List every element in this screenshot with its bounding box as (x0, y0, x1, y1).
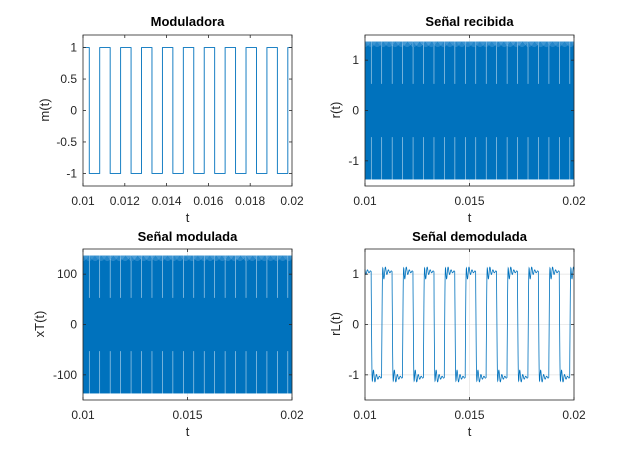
x-axis-label: t (468, 424, 472, 439)
x-tick-label: 0.01 (353, 194, 377, 208)
chart-title: Moduladora (151, 14, 225, 29)
series-rL (364, 266, 575, 383)
y-axis-label: xT(t) (32, 311, 47, 338)
y-tick-label: 100 (57, 267, 77, 281)
panel-senal-modulada: 0.01 0.015 0.02 -100 0 100 Señal modulada t x… (32, 229, 304, 439)
x-tick-label: 0.01 (71, 194, 95, 208)
y-tick-label: 0 (352, 318, 359, 332)
x-tick-label: 0.015 (454, 408, 484, 422)
series-band (365, 41, 574, 180)
series-envelope-texture (365, 41, 575, 48)
y-axis-label: rL(t) (328, 312, 343, 336)
panel-moduladora: 0.01 0.012 0.014 0.016 0.018 0.02-1-0.500.51 … (37, 14, 304, 225)
x-tick-label: 0.02 (562, 408, 586, 422)
y-axis-label: r(t) (328, 102, 343, 119)
y-tick-label: 0 (70, 318, 77, 332)
x-tick-label: 0.012 (110, 194, 140, 208)
series-band (83, 255, 292, 394)
chart-title: Señal demodulada (412, 229, 528, 244)
x-tick-label: 0.01 (71, 408, 95, 422)
x-tick-label: 0.02 (280, 408, 304, 422)
y-tick-label: -100 (53, 368, 77, 382)
ticks: 0.01 0.015 0.02 -100 0 100 (53, 249, 304, 422)
y-tick-label: -0.5 (56, 135, 77, 149)
y-tick-label: 0.5 (60, 72, 77, 86)
ticks: 0.01 0.015 0.02 -1 0 1 (348, 35, 586, 208)
series-envelope-texture (83, 255, 293, 262)
chart-title: Señal modulada (138, 229, 238, 244)
plot-area (83, 35, 292, 186)
series-xT (83, 255, 293, 394)
chart-title: Señal recibida (425, 14, 514, 29)
x-tick-label: 0.016 (193, 194, 223, 208)
y-tick-label: 0 (352, 104, 359, 118)
y-tick-label: 0 (70, 104, 77, 118)
y-tick-label: -1 (348, 368, 359, 382)
y-tick-label: 1 (352, 53, 359, 67)
x-tick-label: 0.014 (152, 194, 182, 208)
x-tick-label: 0.02 (562, 194, 586, 208)
y-tick-label: 1 (352, 267, 359, 281)
x-tick-label: 0.02 (280, 194, 304, 208)
x-tick-label: 0.01 (353, 408, 377, 422)
y-tick-label: -1 (348, 154, 359, 168)
ticks: 0.01 0.012 0.014 0.016 0.018 0.02 -1 -0.5 0 0.5 1 (56, 35, 304, 208)
ticks: 0.01 0.015 0.02 -1 0 1 (348, 249, 586, 422)
series-m (83, 47, 292, 174)
x-axis-label: t (186, 210, 190, 225)
y-tick-label: -1 (66, 166, 77, 180)
x-tick-label: 0.015 (172, 408, 202, 422)
series-transitions (88, 255, 289, 394)
series-r (365, 41, 575, 180)
x-tick-label: 0.018 (235, 194, 265, 208)
y-tick-label: 1 (70, 41, 77, 55)
x-axis-label: t (468, 210, 472, 225)
x-axis-label: t (186, 424, 190, 439)
series-line (364, 266, 575, 383)
series-transitions (370, 41, 571, 180)
x-tick-label: 0.015 (454, 194, 484, 208)
series-line (83, 47, 292, 174)
y-axis-label: m(t) (37, 98, 52, 121)
panel-senal-demodulada: 0.01 0.015 0.02 -1 0 1 Señal demodulada t rL(… (328, 229, 586, 439)
panel-senal-recibida: 0.01 0.015 0.02 -1 0 1 Señal recibida t r(t) (328, 14, 586, 225)
